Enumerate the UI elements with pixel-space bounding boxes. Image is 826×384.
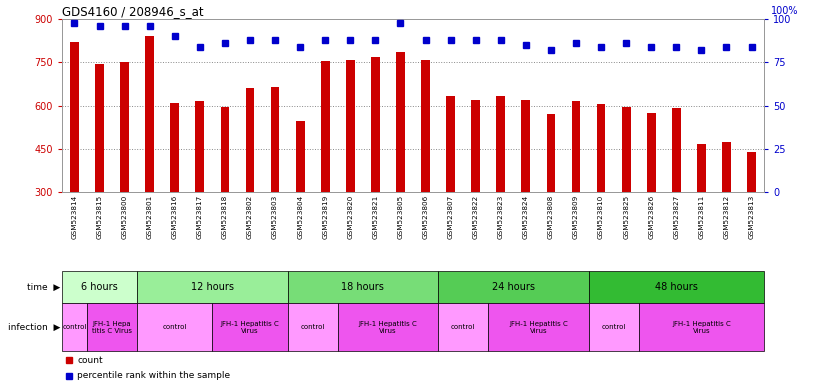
Text: 18 hours: 18 hours: [341, 282, 384, 292]
FancyBboxPatch shape: [488, 303, 589, 351]
Bar: [421, 60, 430, 192]
Text: JFH-1 Hepatitis C
Virus: JFH-1 Hepatitis C Virus: [509, 321, 567, 334]
Text: GSM523815: GSM523815: [97, 194, 102, 238]
Bar: [748, 152, 756, 192]
Text: GSM523820: GSM523820: [347, 194, 354, 238]
Text: GSM523826: GSM523826: [648, 194, 654, 238]
Bar: [346, 60, 354, 192]
Text: control: control: [62, 324, 87, 330]
Text: GSM523811: GSM523811: [698, 194, 705, 238]
Text: GSM523808: GSM523808: [548, 194, 554, 238]
Bar: [95, 64, 104, 192]
Text: JFH-1 Hepa
titis C Virus: JFH-1 Hepa titis C Virus: [93, 321, 132, 334]
Text: time  ▶: time ▶: [27, 283, 60, 291]
Bar: [647, 113, 656, 192]
Text: 12 hours: 12 hours: [191, 282, 234, 292]
Text: JFH-1 Hepatitis C
Virus: JFH-1 Hepatitis C Virus: [221, 321, 279, 334]
Bar: [697, 144, 705, 192]
Bar: [396, 52, 405, 192]
Bar: [547, 114, 555, 192]
Bar: [496, 96, 506, 192]
Bar: [572, 101, 581, 192]
FancyBboxPatch shape: [287, 303, 338, 351]
Text: GSM523803: GSM523803: [272, 194, 278, 238]
Bar: [196, 101, 204, 192]
Text: GSM523809: GSM523809: [573, 194, 579, 238]
Bar: [245, 88, 254, 192]
Text: GSM523812: GSM523812: [724, 194, 729, 238]
Text: GSM523805: GSM523805: [397, 194, 403, 238]
Bar: [70, 42, 78, 192]
Text: JFH-1 Hepatitis C
Virus: JFH-1 Hepatitis C Virus: [672, 321, 731, 334]
Text: GSM523814: GSM523814: [72, 194, 78, 238]
Text: GSM523804: GSM523804: [297, 194, 303, 238]
Bar: [320, 61, 330, 192]
Bar: [521, 100, 530, 192]
FancyBboxPatch shape: [137, 271, 287, 303]
Bar: [371, 57, 380, 192]
Text: GSM523806: GSM523806: [423, 194, 429, 238]
Text: count: count: [78, 356, 103, 365]
Text: control: control: [601, 324, 626, 330]
Bar: [145, 36, 154, 192]
FancyBboxPatch shape: [287, 271, 438, 303]
Text: 6 hours: 6 hours: [81, 282, 118, 292]
FancyBboxPatch shape: [338, 303, 438, 351]
Text: control: control: [451, 324, 475, 330]
Text: GSM523800: GSM523800: [121, 194, 128, 238]
Bar: [472, 100, 480, 192]
Text: GSM523810: GSM523810: [598, 194, 604, 238]
Text: 100%: 100%: [771, 7, 799, 17]
FancyBboxPatch shape: [137, 303, 212, 351]
FancyBboxPatch shape: [438, 271, 589, 303]
Text: 48 hours: 48 hours: [655, 282, 698, 292]
Text: JFH-1 Hepatitis C
Virus: JFH-1 Hepatitis C Virus: [358, 321, 417, 334]
FancyBboxPatch shape: [438, 303, 488, 351]
Bar: [672, 109, 681, 192]
Bar: [271, 87, 279, 192]
Text: GSM523817: GSM523817: [197, 194, 203, 238]
Text: GSM523825: GSM523825: [623, 194, 629, 238]
Bar: [596, 104, 605, 192]
Bar: [121, 63, 129, 192]
Text: infection  ▶: infection ▶: [8, 323, 60, 332]
Bar: [722, 142, 731, 192]
Text: GSM523827: GSM523827: [673, 194, 679, 238]
Text: GSM523821: GSM523821: [373, 194, 378, 238]
FancyBboxPatch shape: [589, 303, 638, 351]
FancyBboxPatch shape: [62, 271, 137, 303]
FancyBboxPatch shape: [87, 303, 137, 351]
Text: GSM523801: GSM523801: [147, 194, 153, 238]
Bar: [221, 107, 230, 192]
Text: 24 hours: 24 hours: [491, 282, 534, 292]
Bar: [296, 121, 305, 192]
Text: GSM523824: GSM523824: [523, 194, 529, 238]
Text: GSM523813: GSM523813: [748, 194, 754, 238]
Text: control: control: [301, 324, 325, 330]
Text: GSM523822: GSM523822: [472, 194, 479, 238]
Text: GSM523816: GSM523816: [172, 194, 178, 238]
FancyBboxPatch shape: [62, 303, 87, 351]
Text: GSM523819: GSM523819: [322, 194, 328, 238]
Text: GSM523802: GSM523802: [247, 194, 253, 238]
Text: GSM523807: GSM523807: [448, 194, 453, 238]
FancyBboxPatch shape: [212, 303, 287, 351]
FancyBboxPatch shape: [589, 271, 764, 303]
Text: GDS4160 / 208946_s_at: GDS4160 / 208946_s_at: [62, 5, 203, 18]
Bar: [446, 96, 455, 192]
Text: control: control: [163, 324, 187, 330]
Text: GSM523818: GSM523818: [222, 194, 228, 238]
Bar: [170, 103, 179, 192]
Text: percentile rank within the sample: percentile rank within the sample: [78, 371, 230, 380]
FancyBboxPatch shape: [638, 303, 764, 351]
Bar: [622, 107, 630, 192]
Text: GSM523823: GSM523823: [498, 194, 504, 238]
